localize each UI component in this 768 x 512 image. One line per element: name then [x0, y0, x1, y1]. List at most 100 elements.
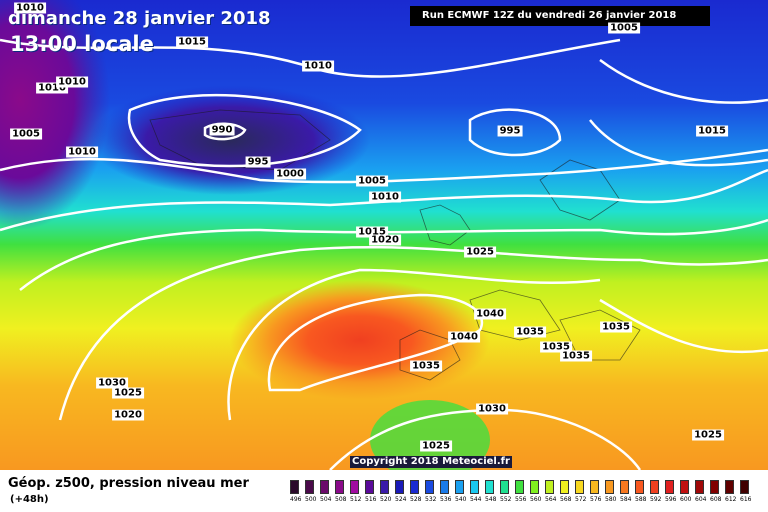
scale-label: 552: [500, 496, 512, 503]
scale-swatch: [545, 480, 554, 494]
scale-label: 556: [515, 496, 527, 503]
isobar-label: 1010: [14, 2, 46, 14]
isobar-label: 1015: [356, 226, 388, 238]
isobar-label: 1010: [56, 76, 88, 88]
scale-label: 592: [650, 496, 662, 503]
scale-swatch: [395, 480, 404, 494]
isobar-label: 1030: [96, 377, 128, 389]
scale-swatch: [410, 480, 419, 494]
low-pressure-area: [90, 85, 370, 195]
low-geopotential-area: [0, 0, 110, 230]
isobar-label: 1035: [410, 360, 442, 372]
scale-swatch: [620, 480, 629, 494]
scale-swatch: [635, 480, 644, 494]
scale-label: 548: [485, 496, 497, 503]
scale-swatch: [470, 480, 479, 494]
scale-swatch: [560, 480, 569, 494]
scale-swatch: [650, 480, 659, 494]
scale-swatch: [590, 480, 599, 494]
isobar-label: 1035: [600, 321, 632, 333]
isobar-label: 1030: [476, 403, 508, 415]
scale-swatch: [695, 480, 704, 494]
isobar-label-low: 990: [209, 124, 235, 136]
run-info: Run ECMWF 12Z du vendredi 26 janvier 201…: [410, 6, 710, 26]
isobar-label: 1000: [274, 168, 306, 180]
isobar-label-low: 995: [497, 125, 523, 137]
isobar-label: 1035: [514, 326, 546, 338]
isobar-label: 1035: [540, 341, 572, 353]
scale-label: 564: [545, 496, 557, 503]
isobar-label: 1010: [369, 191, 401, 203]
scale-label: 596: [665, 496, 677, 503]
scale-swatch: [485, 480, 494, 494]
scale-swatch: [320, 480, 329, 494]
scale-label: 504: [320, 496, 332, 503]
weather-map: dimanche 28 janvier 2018 13:00 locale Ru…: [0, 0, 768, 470]
scale-swatch: [515, 480, 524, 494]
scale-label: 572: [575, 496, 587, 503]
scale-label: 584: [620, 496, 632, 503]
scale-label: 516: [365, 496, 377, 503]
scale-swatch: [335, 480, 344, 494]
scale-label: 580: [605, 496, 617, 503]
isobar-label: 995: [245, 156, 271, 168]
copyright: Copyright 2018 Meteociel.fr: [350, 456, 512, 468]
isobar-label: 1020: [369, 234, 401, 246]
scale-label: 604: [695, 496, 707, 503]
isobar-label: 1025: [420, 440, 452, 452]
scale-label: 588: [635, 496, 647, 503]
isobar-label: 1015: [696, 125, 728, 137]
scale-swatch: [500, 480, 509, 494]
scale-label: 576: [590, 496, 602, 503]
scale-label: 600: [680, 496, 692, 503]
scale-label: 568: [560, 496, 572, 503]
isobar-label: 1010: [66, 146, 98, 158]
isobar-label: 1015: [176, 36, 208, 48]
isobar-label: 1025: [464, 246, 496, 258]
scale-label: 496: [290, 496, 302, 503]
scale-swatch: [740, 480, 749, 494]
scale-label: 512: [350, 496, 362, 503]
scale-swatch: [425, 480, 434, 494]
scale-label: 612: [725, 496, 737, 503]
scale-label: 524: [395, 496, 407, 503]
legend-title: Géop. z500, pression niveau mer: [8, 476, 249, 491]
isobar-label: 1010: [302, 60, 334, 72]
isobar-label: 1005: [608, 22, 640, 34]
scale-label: 560: [530, 496, 542, 503]
scale-swatch: [350, 480, 359, 494]
legend-subtitle: (+48h): [10, 494, 49, 505]
scale-swatch: [305, 480, 314, 494]
isobar-label: 1005: [356, 175, 388, 187]
scale-swatch: [290, 480, 299, 494]
isobar-label-high: 1040: [448, 331, 480, 343]
scale-label: 540: [455, 496, 467, 503]
isobar-label: 1010: [36, 82, 68, 94]
scale-swatch: [365, 480, 374, 494]
scale-swatch: [575, 480, 584, 494]
scale-label: 508: [335, 496, 347, 503]
scale-label: 536: [440, 496, 452, 503]
isobar-label: 1020: [112, 409, 144, 421]
isobar-label: 1005: [10, 128, 42, 140]
scale-label: 544: [470, 496, 482, 503]
isobar-label: 1025: [692, 429, 724, 441]
scale-swatch: [710, 480, 719, 494]
scale-label: 500: [305, 496, 317, 503]
green-area-south: [370, 400, 490, 470]
scale-swatch: [725, 480, 734, 494]
color-scale: 496 500 504 508 512 516 520 524 528 532 536 540 544 5…: [290, 480, 756, 506]
isobar-label-high: 1040: [474, 308, 506, 320]
scale-swatch: [455, 480, 464, 494]
scale-swatch: [605, 480, 614, 494]
isobar-label: 1025: [112, 387, 144, 399]
scale-swatch: [380, 480, 389, 494]
scale-swatch: [665, 480, 674, 494]
forecast-date: dimanche 28 janvier 2018: [8, 8, 271, 29]
scale-swatch: [440, 480, 449, 494]
scale-swatch: [680, 480, 689, 494]
isobar-label: 1035: [560, 350, 592, 362]
scale-label: 532: [425, 496, 437, 503]
scale-label: 616: [740, 496, 752, 503]
scale-swatch: [530, 480, 539, 494]
